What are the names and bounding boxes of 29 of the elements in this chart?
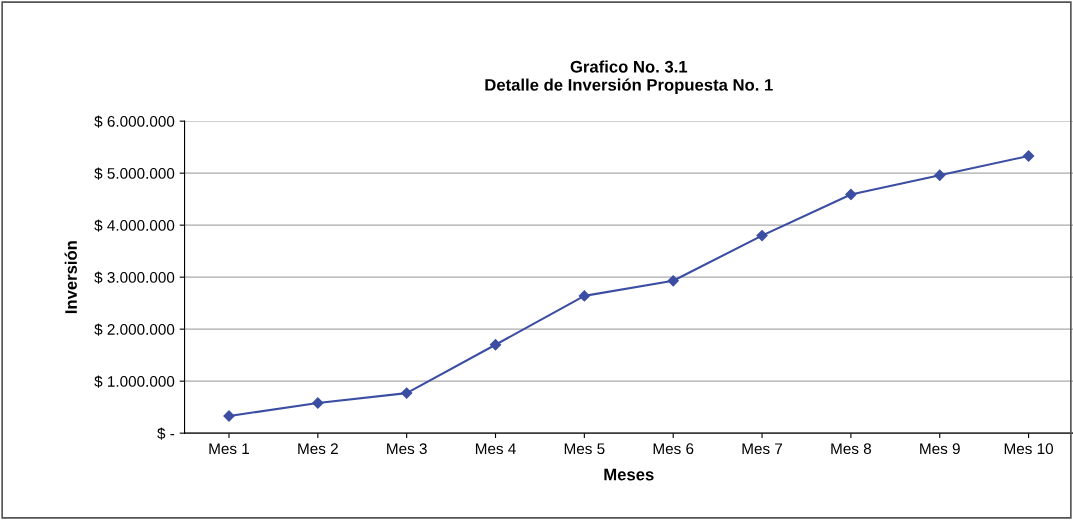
y-tick-label: $ 6.000.000	[94, 115, 175, 128]
point	[312, 397, 324, 409]
x-tick-label: Mes 5	[564, 443, 605, 455]
x-tick-label: Mes 10	[1004, 443, 1054, 455]
y-tick-label: $ -	[157, 427, 175, 440]
x-tick-label: Mes 2	[298, 443, 338, 455]
x-tick-label: Mes 9	[920, 443, 960, 455]
point	[934, 169, 946, 181]
x-tick-label: Mes 7	[742, 443, 783, 455]
y-tick-label: $ 5.000.000	[94, 167, 175, 180]
point	[578, 290, 590, 302]
x-tick-label: Mes 6	[653, 443, 694, 455]
x-tick-label: Mes 8	[831, 443, 872, 455]
x-axis-title: Meses	[604, 468, 654, 481]
point	[489, 339, 502, 351]
y-tick-label: $ 2.000.000	[94, 323, 175, 336]
point	[845, 188, 857, 201]
point	[756, 229, 768, 242]
y-tick-label: $ 1.000.000	[94, 375, 175, 388]
y-axis-title: Inversión	[64, 241, 77, 314]
x-tick-label: Mes 3	[387, 443, 427, 455]
point	[401, 387, 413, 399]
point	[667, 275, 679, 287]
y-tick-label: $ 3.000.000	[94, 271, 175, 284]
point	[1022, 150, 1035, 162]
x-tick-label: Mes 4	[475, 443, 516, 455]
chart-title: Grafico No. 3.1 Detalle de Inversión Propuesta No. 1	[485, 60, 773, 95]
y-tick-label: $ 4.000.000	[94, 219, 175, 232]
x-tick-label: Mes 1	[209, 443, 250, 455]
